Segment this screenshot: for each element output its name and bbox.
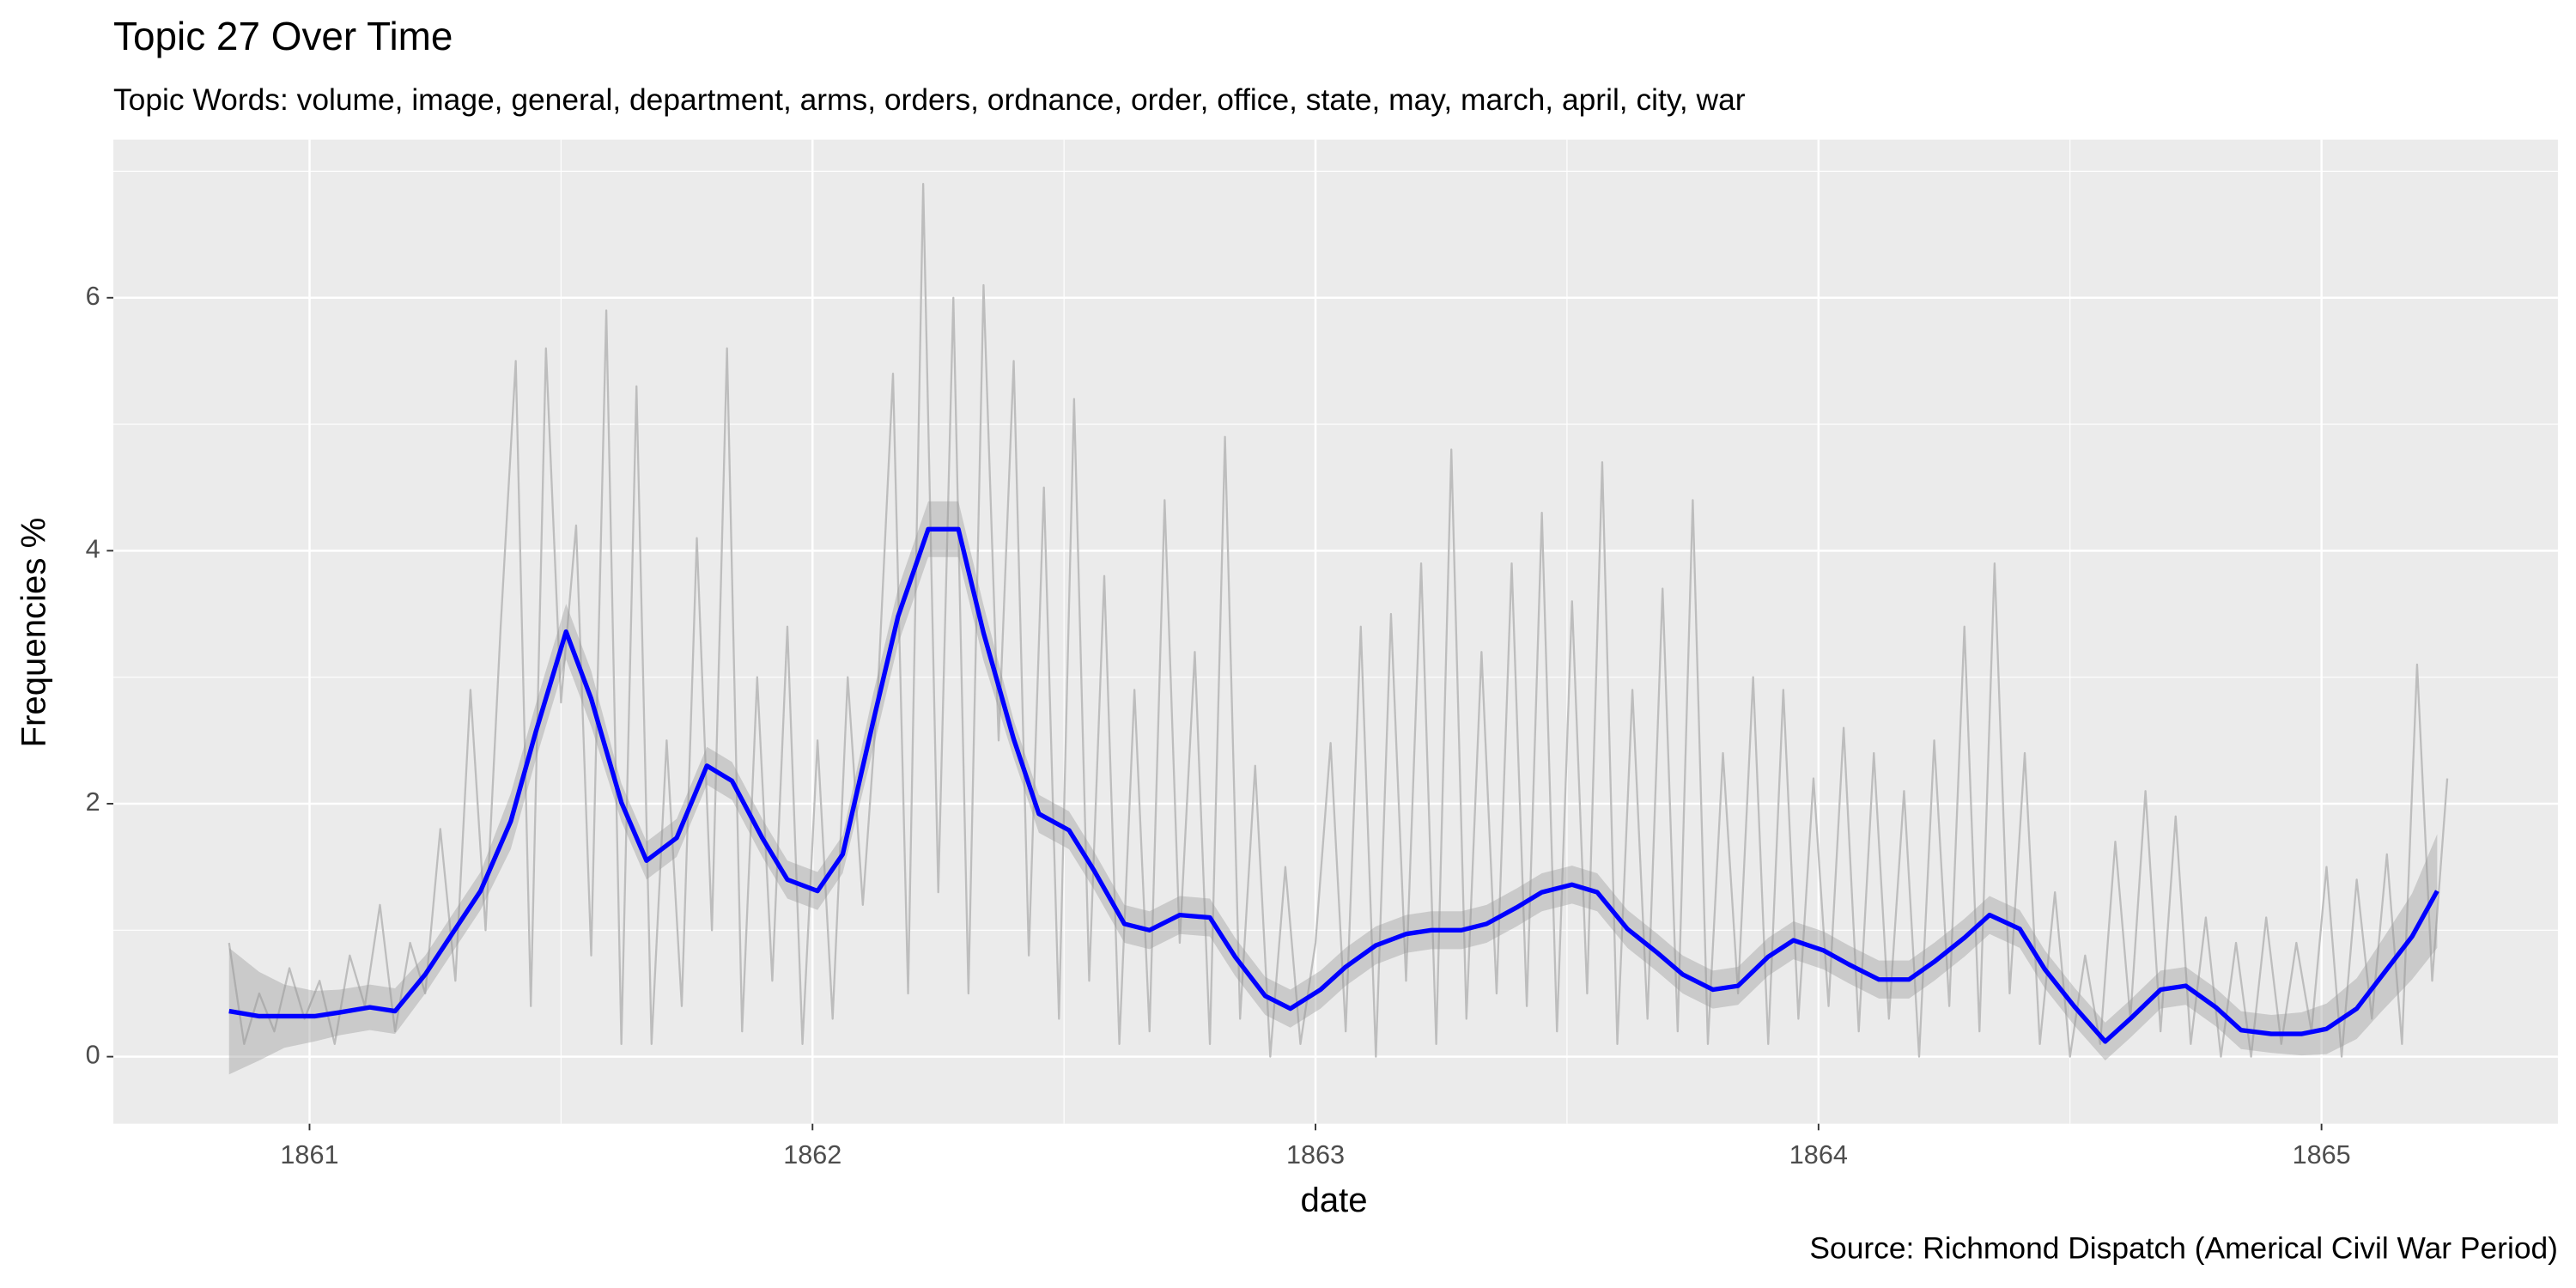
- y-tick-label: 4: [86, 534, 100, 563]
- x-tick-label: 1861: [280, 1140, 338, 1170]
- x-tick-label: 1862: [783, 1140, 841, 1170]
- x-tick-label: 1864: [1789, 1140, 1848, 1170]
- raw-line: [228, 183, 2449, 1058]
- confidence-band: [228, 501, 2438, 1075]
- x-tick-label: 1863: [1286, 1140, 1345, 1170]
- y-tick-label: 6: [86, 282, 100, 311]
- chart-subtitle: Topic Words: volume, image, general, dep…: [113, 83, 1746, 117]
- chart-title: Topic 27 Over Time: [113, 14, 453, 58]
- caption: Source: Richmond Dispatch (Americal Civi…: [1809, 1231, 2558, 1265]
- y-axis-title: Frequencies %: [15, 518, 53, 748]
- panel: [113, 139, 2558, 1124]
- x-tick-label: 1865: [2293, 1140, 2351, 1170]
- smooth-line: [228, 526, 2439, 1044]
- y-tick-label: 2: [86, 787, 100, 817]
- y-tick-label: 0: [86, 1041, 100, 1070]
- x-axis-title: date: [1300, 1181, 1367, 1219]
